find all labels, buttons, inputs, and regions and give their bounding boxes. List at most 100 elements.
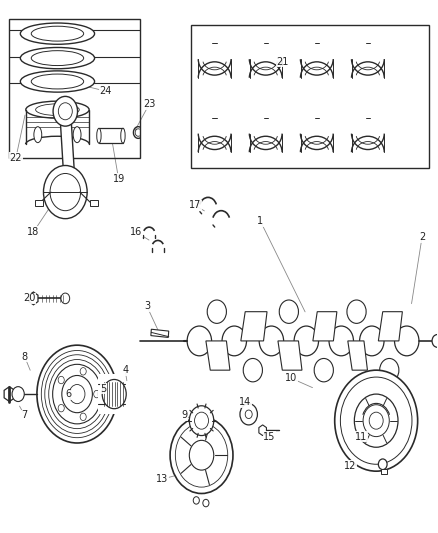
- Text: 23: 23: [143, 99, 155, 109]
- Bar: [35, 200, 42, 206]
- Bar: [99, 128, 123, 143]
- Bar: [191, 25, 428, 168]
- Circle shape: [335, 370, 418, 471]
- Ellipse shape: [102, 379, 126, 409]
- Circle shape: [360, 326, 384, 356]
- Text: 19: 19: [113, 174, 125, 184]
- Circle shape: [187, 326, 212, 356]
- Polygon shape: [313, 312, 337, 341]
- Circle shape: [49, 360, 106, 429]
- Circle shape: [80, 413, 86, 421]
- Circle shape: [80, 368, 86, 375]
- Circle shape: [369, 412, 383, 429]
- Text: 24: 24: [99, 86, 112, 96]
- Text: 10: 10: [285, 373, 297, 383]
- Ellipse shape: [35, 104, 79, 116]
- Text: 9: 9: [181, 410, 187, 421]
- Text: 22: 22: [10, 152, 22, 163]
- Polygon shape: [29, 292, 38, 305]
- Circle shape: [50, 173, 81, 211]
- Circle shape: [12, 386, 24, 401]
- Bar: [99, 374, 123, 414]
- Circle shape: [53, 96, 78, 126]
- Text: 2: 2: [419, 232, 425, 243]
- Polygon shape: [378, 312, 403, 341]
- Ellipse shape: [99, 384, 104, 404]
- Circle shape: [58, 405, 64, 412]
- Circle shape: [329, 326, 353, 356]
- Ellipse shape: [20, 47, 95, 69]
- Text: 17: 17: [189, 200, 201, 211]
- Circle shape: [294, 326, 318, 356]
- Text: 6: 6: [65, 389, 71, 399]
- Ellipse shape: [31, 51, 84, 66]
- Circle shape: [58, 376, 64, 384]
- Circle shape: [61, 293, 70, 304]
- Text: 13: 13: [156, 474, 168, 484]
- Circle shape: [43, 165, 87, 219]
- Circle shape: [354, 394, 398, 447]
- Ellipse shape: [97, 128, 101, 143]
- Polygon shape: [241, 312, 267, 341]
- Text: 1: 1: [258, 216, 264, 227]
- Ellipse shape: [121, 128, 125, 143]
- Text: 14: 14: [239, 397, 251, 407]
- Circle shape: [170, 417, 233, 494]
- Ellipse shape: [26, 101, 89, 118]
- Text: 15: 15: [263, 432, 276, 442]
- Bar: [381, 469, 387, 474]
- Circle shape: [189, 440, 214, 470]
- Polygon shape: [4, 386, 15, 401]
- Circle shape: [243, 359, 262, 382]
- Circle shape: [347, 300, 366, 324]
- Polygon shape: [60, 110, 75, 181]
- Ellipse shape: [20, 23, 95, 44]
- Circle shape: [222, 326, 247, 356]
- Polygon shape: [278, 341, 302, 370]
- Text: 21: 21: [276, 57, 289, 67]
- Circle shape: [58, 103, 72, 120]
- Circle shape: [314, 359, 333, 382]
- Circle shape: [189, 406, 214, 435]
- Circle shape: [175, 423, 228, 487]
- Circle shape: [279, 300, 298, 324]
- Circle shape: [380, 359, 399, 382]
- Circle shape: [41, 351, 113, 438]
- Text: 4: 4: [122, 365, 128, 375]
- Circle shape: [207, 300, 226, 324]
- Circle shape: [259, 326, 284, 356]
- Circle shape: [432, 335, 438, 348]
- Circle shape: [62, 375, 92, 413]
- Circle shape: [193, 497, 199, 504]
- Text: 12: 12: [344, 461, 356, 471]
- Circle shape: [203, 499, 209, 507]
- Polygon shape: [259, 425, 266, 435]
- Circle shape: [378, 459, 387, 470]
- Circle shape: [53, 365, 102, 424]
- Ellipse shape: [73, 127, 81, 143]
- Text: 7: 7: [21, 410, 28, 421]
- Polygon shape: [206, 341, 230, 370]
- Ellipse shape: [99, 384, 104, 404]
- Ellipse shape: [31, 74, 84, 89]
- Bar: [151, 329, 169, 337]
- Text: 11: 11: [355, 432, 367, 442]
- Text: 18: 18: [27, 227, 39, 237]
- Text: 5: 5: [100, 384, 106, 394]
- Text: 16: 16: [130, 227, 142, 237]
- Ellipse shape: [31, 26, 84, 41]
- Circle shape: [37, 345, 117, 443]
- Circle shape: [69, 384, 85, 403]
- Circle shape: [363, 405, 389, 437]
- Circle shape: [194, 412, 208, 429]
- Ellipse shape: [20, 71, 95, 92]
- Text: 8: 8: [21, 352, 28, 362]
- Polygon shape: [348, 341, 367, 370]
- Circle shape: [94, 390, 100, 398]
- Text: 20: 20: [23, 293, 35, 303]
- Circle shape: [245, 410, 252, 418]
- Circle shape: [395, 326, 419, 356]
- Bar: [90, 200, 98, 206]
- Text: 3: 3: [144, 301, 150, 311]
- Circle shape: [240, 403, 258, 425]
